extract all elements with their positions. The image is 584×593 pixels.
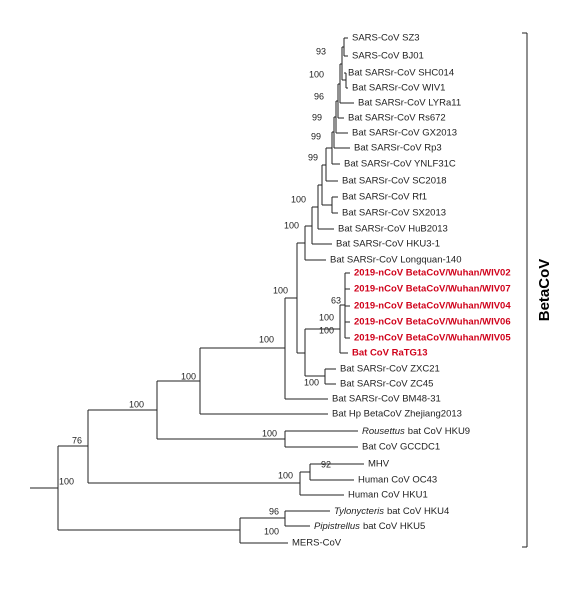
leaf-label: Bat SARSr-CoV SX2013 (342, 208, 446, 219)
leaf-label: 2019-nCoV BetaCoV/Wuhan/WIV05 (354, 333, 511, 344)
bootstrap-value: 76 (72, 435, 82, 445)
leaf-name: bat CoV HKU9 (408, 426, 470, 437)
leaf-label: Bat Hp BetaCoV Zhejiang2013 (332, 409, 462, 420)
leaf-label: Bat CoV RaTG13 (352, 348, 428, 359)
bootstrap-value: 100 (273, 285, 288, 295)
leaf-label: SARS-CoV BJ01 (352, 51, 424, 62)
leaf-label: Bat SARSr-CoV WIV1 (352, 83, 445, 94)
leaf-name: bat CoV HKU5 (363, 521, 425, 532)
bootstrap-value: 100 (181, 371, 196, 381)
leaf-label: Bat SARSr-CoV SHC014 (348, 68, 454, 79)
leaf-label: Human CoV OC43 (358, 475, 437, 486)
bootstrap-value: 100 (262, 428, 277, 438)
leaf-label: SARS-CoV SZ3 (352, 33, 420, 44)
bootstrap-value: 100 (291, 194, 306, 204)
leaf-label: 2019-nCoV BetaCoV/Wuhan/WIV04 (354, 301, 511, 312)
leaf-label: Bat SARSr-CoV ZC45 (340, 379, 433, 390)
leaf-label: Human CoV HKU1 (348, 490, 428, 501)
leaf-genus: Rousettus (362, 426, 405, 437)
bootstrap-value: 100 (129, 399, 144, 409)
bootstrap-value: 100 (259, 334, 274, 344)
bootstrap-value: 99 (308, 152, 318, 162)
leaf-label: Bat SARSr-CoV Rp3 (354, 143, 442, 154)
leaf-label: Bat SARSr-CoV Rf1 (342, 192, 427, 203)
bootstrap-value: 100 (278, 470, 293, 480)
bootstrap-value: 100 (304, 377, 319, 387)
bootstrap-value: 96 (269, 506, 279, 516)
leaf-name: bat CoV HKU4 (387, 506, 449, 517)
leaf-label: Bat CoV GCCDC1 (362, 442, 440, 453)
bootstrap-value: 99 (311, 131, 321, 141)
leaf-label: 2019-nCoV BetaCoV/Wuhan/WIV02 (354, 268, 511, 279)
leaf-label: 2019-nCoV BetaCoV/Wuhan/WIV06 (354, 317, 511, 328)
bootstrap-value: 100 (309, 69, 324, 79)
leaf-label: 2019-nCoV BetaCoV/Wuhan/WIV07 (354, 284, 511, 295)
leaf-label: Bat SARSr-CoV Rs672 (348, 113, 446, 124)
tree-branches (30, 37, 364, 544)
leaf-label: MERS-CoV (292, 538, 342, 549)
bootstrap-value: 99 (312, 112, 322, 122)
leaf-genus: Tylonycteris (334, 506, 384, 517)
bootstrap-value: 93 (316, 46, 326, 56)
leaf-label: Tylonycteris bat CoV HKU4 (334, 506, 449, 517)
leaf-label: Bat SARSr-CoV SC2018 (342, 176, 447, 187)
bootstrap-value: 96 (314, 91, 324, 101)
leaf-label: Bat SARSr-CoV HuB2013 (338, 224, 448, 235)
bootstrap-value: 100 (284, 220, 299, 230)
leaf-label: Bat SARSr-CoV YNLF31C (344, 159, 456, 170)
bootstrap-value: 100 (59, 476, 74, 486)
bootstrap-value: 63 (331, 295, 341, 305)
leaf-label: MHV (368, 459, 390, 470)
leaf-genus: Pipistrellus (314, 521, 360, 532)
clade-label: BetaCoV (536, 259, 553, 322)
leaf-label: Bat SARSr-CoV Longquan-140 (330, 255, 462, 266)
leaf-label: Bat SARSr-CoV LYRa11 (358, 98, 461, 109)
bootstrap-value: 100 (264, 526, 279, 536)
leaf-label: Bat SARSr-CoV HKU3-1 (336, 239, 440, 250)
bootstrap-value: 100 (319, 325, 334, 335)
bootstrap-value: 100 (319, 312, 334, 322)
bootstrap-value: 92 (321, 459, 331, 469)
leaf-label: Bat SARSr-CoV ZXC21 (340, 364, 440, 375)
leaf-label: Bat SARSr-CoV GX2013 (352, 128, 457, 139)
leaf-label: Pipistrellus bat CoV HKU5 (314, 521, 425, 532)
leaf-label: Bat SARSr-CoV BM48-31 (332, 394, 441, 405)
leaf-label: Rousettus bat CoV HKU9 (362, 426, 470, 437)
